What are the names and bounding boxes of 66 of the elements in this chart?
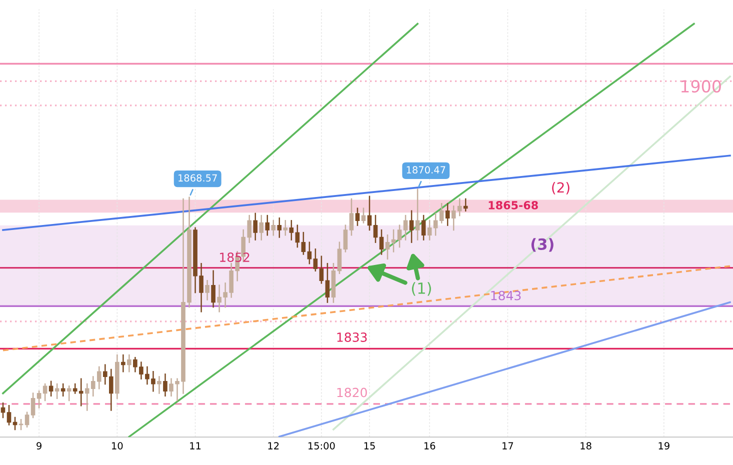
x-tick-label: 17 bbox=[502, 442, 514, 450]
candlestick bbox=[379, 229, 384, 255]
annotation: 1870.47 bbox=[406, 166, 446, 174]
candlestick bbox=[385, 234, 390, 260]
x-tick-label: 15 bbox=[364, 442, 375, 450]
band-label: 1865-68 bbox=[488, 201, 538, 210]
candlestick bbox=[421, 214, 426, 240]
x-tick-label: 15:00 bbox=[308, 442, 335, 450]
candlestick bbox=[445, 203, 450, 226]
candlestick bbox=[24, 412, 30, 428]
candlestick bbox=[205, 280, 210, 300]
candlestick bbox=[415, 188, 420, 240]
candlestick bbox=[295, 224, 300, 248]
candlestick bbox=[271, 220, 276, 236]
candlestick bbox=[343, 224, 348, 252]
band-label: (3) bbox=[531, 238, 554, 252]
candlestick bbox=[36, 390, 42, 408]
annotation: (2) bbox=[552, 182, 570, 194]
candlestick bbox=[337, 242, 342, 274]
candlestick bbox=[403, 214, 408, 240]
x-tick-label: 11 bbox=[190, 442, 201, 450]
candlestick bbox=[163, 374, 168, 396]
x-tick-label: 18 bbox=[580, 442, 592, 450]
annotation: (1) bbox=[412, 282, 431, 296]
candlestick bbox=[397, 224, 402, 248]
candlestick bbox=[325, 262, 330, 303]
x-tick-label: 12 bbox=[268, 442, 279, 450]
candlestick bbox=[277, 217, 282, 238]
candlestick bbox=[42, 383, 48, 402]
candlestick bbox=[427, 220, 432, 240]
candlestick bbox=[253, 212, 258, 240]
candlestick bbox=[361, 208, 366, 224]
ref-line-label: 1833 bbox=[337, 332, 367, 342]
candlestick bbox=[319, 256, 324, 284]
ref-line-label: 1900 bbox=[681, 80, 721, 93]
candlestick bbox=[121, 354, 126, 372]
candlestick bbox=[30, 392, 36, 418]
candlestick bbox=[433, 212, 438, 236]
candlestick bbox=[259, 214, 264, 240]
candlestick bbox=[439, 203, 444, 224]
candlestick bbox=[157, 376, 162, 394]
candlestick bbox=[409, 210, 414, 243]
candlestick bbox=[283, 220, 288, 236]
candlestick bbox=[48, 380, 54, 396]
candlestick bbox=[349, 198, 354, 236]
candlestick bbox=[6, 405, 12, 426]
candlestick bbox=[211, 270, 216, 308]
ref-line-label: 1820 bbox=[337, 388, 367, 398]
ref-line-label: 1843 bbox=[491, 290, 521, 300]
candlestick bbox=[127, 354, 132, 372]
candlestick bbox=[367, 196, 372, 231]
candlestick bbox=[265, 214, 270, 236]
candlestick bbox=[289, 220, 294, 240]
candlestick bbox=[307, 242, 312, 264]
candlestick bbox=[355, 208, 360, 226]
candlestick bbox=[0, 402, 6, 418]
x-tick-label: 9 bbox=[36, 442, 42, 450]
candlestick bbox=[301, 232, 306, 255]
ref-line-label: 1852 bbox=[220, 252, 250, 262]
x-tick-label: 19 bbox=[658, 442, 670, 450]
candlestick bbox=[463, 198, 468, 212]
annotation: 1868.57 bbox=[178, 174, 217, 182]
candlestick bbox=[313, 248, 318, 272]
candlestick bbox=[373, 214, 378, 243]
x-tick-label: 16 bbox=[424, 442, 436, 450]
x-tick-label: 10 bbox=[112, 442, 123, 450]
